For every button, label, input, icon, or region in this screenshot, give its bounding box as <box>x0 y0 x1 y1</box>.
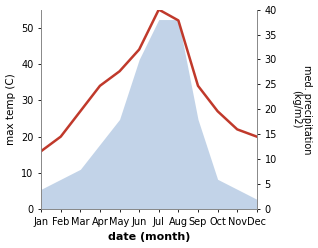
X-axis label: date (month): date (month) <box>108 232 190 243</box>
Y-axis label: max temp (C): max temp (C) <box>5 73 16 145</box>
Y-axis label: med. precipitation
(kg/m2): med. precipitation (kg/m2) <box>291 65 313 154</box>
